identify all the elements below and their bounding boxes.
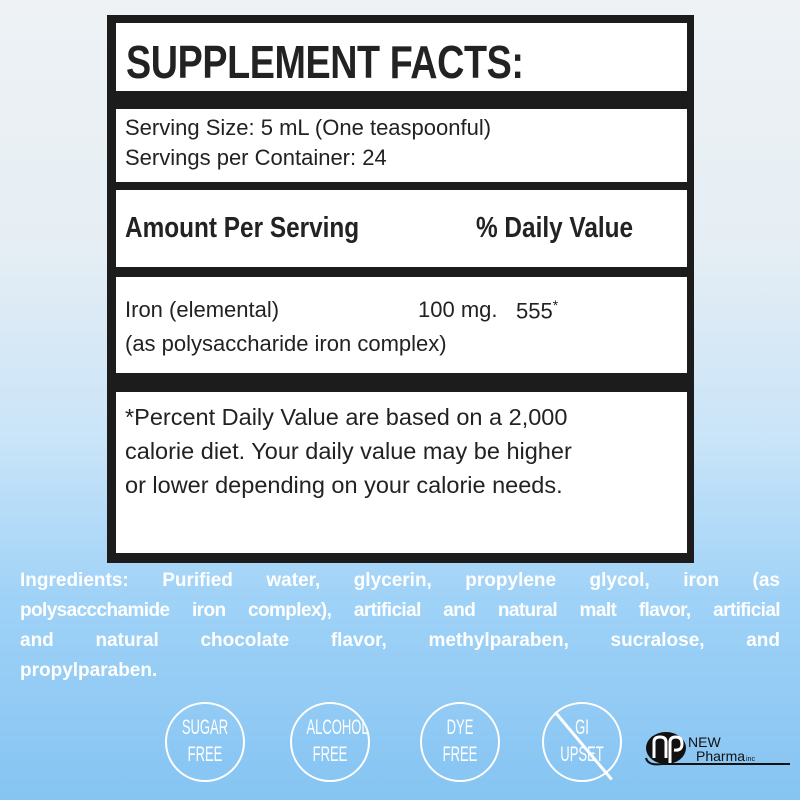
nutrient-source: (as polysaccharide iron complex)	[125, 331, 447, 356]
svg-text:Pharma: Pharma	[696, 748, 745, 764]
amount-header-panel: Amount Per Serving % Daily Value	[116, 190, 687, 267]
title-panel: SUPPLEMENT FACTS:	[116, 23, 687, 91]
serving-panel: Serving Size: 5 mL (One teaspoonful) Ser…	[116, 109, 687, 182]
dye-free-badge: DYE FREE	[420, 702, 500, 782]
footnote-panel: *Percent Daily Value are based on a 2,00…	[116, 392, 687, 553]
nutrient-panel: Iron (elemental) 100 mg. 555* (as polysa…	[116, 277, 687, 373]
nutrient-name: Iron (elemental)	[125, 297, 280, 322]
serving-size: Serving Size: 5 mL (One teaspoonful)	[125, 115, 492, 140]
new-pharma-logo-icon: NEW Pharma inc	[645, 732, 790, 766]
nutrient-amount: 100 mg.	[418, 297, 498, 322]
supplement-facts-label: SUPPLEMENT FACTS: Serving Size: 5 mL (On…	[107, 15, 694, 563]
nutrient-daily-value: 555*	[516, 297, 559, 324]
sugar-free-badge: SUGAR FREE	[165, 702, 245, 782]
footnote: *Percent Daily Value are based on a 2,00…	[125, 404, 572, 498]
no-gi-upset-badge: GI UPSET	[542, 702, 622, 782]
label-title: SUPPLEMENT FACTS:	[126, 36, 524, 88]
daily-value-header: % Daily Value	[476, 212, 634, 244]
alcohol-free-badge: ALCOHOL FREE	[290, 702, 370, 782]
ingredients-text: Ingredients: Purified water, glycerin, p…	[20, 570, 781, 681]
new-pharma-logo: NEW Pharma inc	[640, 720, 800, 780]
servings-per-container: Servings per Container: 24	[125, 145, 387, 170]
svg-text:NEW: NEW	[688, 734, 721, 750]
amount-per-serving-header: Amount Per Serving	[125, 212, 360, 244]
svg-text:inc: inc	[746, 756, 755, 763]
